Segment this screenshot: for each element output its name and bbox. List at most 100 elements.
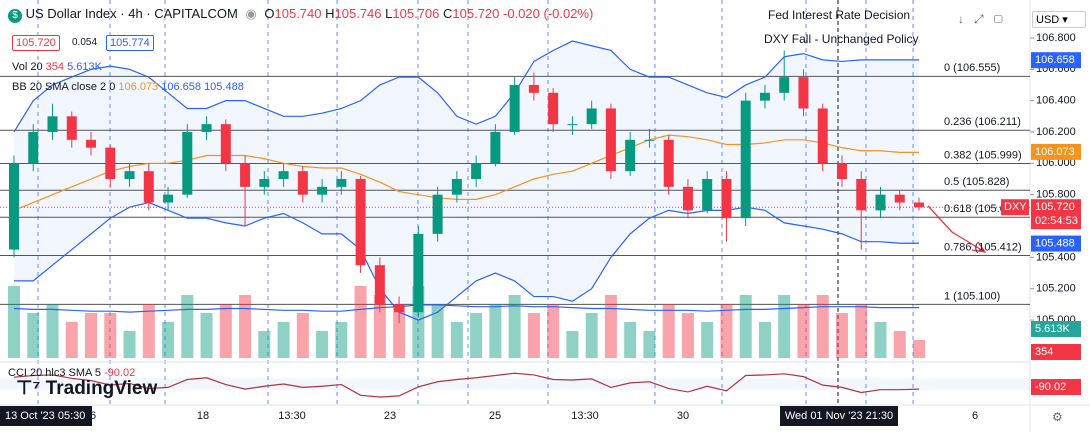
volume-badge [1031, 344, 1081, 360]
annotation: DXY Fall - Unchanged Policy [764, 32, 919, 46]
volume-bar [547, 304, 560, 358]
candle-body [856, 179, 867, 211]
volume-bar [450, 322, 463, 358]
volume-bar [85, 313, 98, 358]
volume-bar [27, 313, 40, 358]
volume-bar [855, 304, 868, 358]
candle-body [451, 179, 462, 195]
volume-bar [277, 322, 290, 358]
price-tick-label: 106.000 [1036, 157, 1076, 169]
spread: 0.054 [72, 37, 98, 48]
bid[interactable]: 105.720 [12, 35, 60, 51]
volume-bar [913, 340, 925, 358]
logo-text: TradingView [45, 378, 158, 399]
candle-body [413, 233, 424, 313]
price-tick-label: 106.200 [1036, 126, 1076, 138]
price-badge [1031, 143, 1081, 160]
candle-body [317, 186, 328, 195]
candle-body [66, 116, 77, 140]
countdown: 02:54:53 [1035, 215, 1078, 227]
price-tick-label: 106.800 [1036, 32, 1076, 44]
time-label: 6 [972, 410, 978, 422]
candle-body [586, 108, 597, 125]
volume-bar [104, 313, 117, 358]
volume-bar [123, 331, 136, 358]
volume-bar [46, 304, 59, 358]
candle-body [567, 124, 578, 126]
bb-low: 105.488 [204, 81, 244, 93]
candle-body [182, 131, 193, 195]
candle-body [817, 108, 828, 164]
candle-body [759, 92, 770, 101]
candle-body [682, 186, 693, 211]
volume-bar [662, 304, 675, 358]
bb-fill [14, 41, 919, 321]
cci-badge-label: -90.02 [1035, 381, 1066, 393]
ask[interactable]: 105.774 [106, 35, 154, 51]
time-label: 18 [197, 410, 209, 422]
volume-bar [604, 295, 617, 358]
candle-body [779, 77, 790, 93]
bb-lower [14, 201, 919, 321]
time-label: 13:30 [571, 410, 599, 422]
bb-title: BB 20 SMA close 2 0 [12, 81, 116, 93]
volume-bar [162, 322, 175, 358]
volume-badge [1031, 321, 1081, 337]
vol-last: 354 [45, 61, 65, 73]
fib-label: 0.236 (106.211) [944, 116, 1021, 128]
volume-bar [701, 322, 714, 358]
vol-legend: Vol 20 354 5.613K [12, 61, 102, 73]
candle-body [124, 171, 135, 179]
candle-body [240, 163, 251, 187]
vol-title: Vol 20 [12, 61, 43, 73]
candle-body [875, 194, 886, 211]
candle-body [201, 124, 212, 132]
fib-label: 0.786 (105.412) [944, 241, 1022, 253]
vol-ma: 5.613K [67, 61, 102, 73]
symbol-title[interactable]: $ US Dollar Index · 4h · CAPITALCOM ◉ O1… [8, 6, 593, 23]
candle-body [432, 194, 443, 234]
volume-bar [527, 313, 540, 358]
currency-label: USD [1036, 14, 1060, 26]
candle-body [798, 77, 809, 109]
cci-value: -90.02 [104, 367, 136, 379]
candle-body [220, 124, 231, 164]
candle-body [490, 131, 501, 164]
candle-body [663, 139, 674, 187]
candle-body [143, 171, 154, 203]
change: -0.020 (-0.02%) [503, 6, 594, 21]
price-tick-label: 105.800 [1036, 189, 1076, 201]
fib-label: 0 (106.555) [944, 62, 1000, 74]
candle-body [9, 163, 19, 250]
bb-up: 106.658 [161, 81, 201, 93]
cci-legend: CCI 20 hlc3 SMA 5 -90.02 [8, 367, 135, 379]
volume-bar [508, 295, 521, 358]
last-badge [1031, 199, 1081, 230]
candle-body [605, 108, 616, 172]
settings[interactable]: ⚙ [1052, 410, 1063, 424]
volume-bar [797, 304, 810, 358]
candle-body [28, 131, 39, 164]
time-label: 23 [384, 410, 396, 422]
volume-bar [354, 286, 367, 358]
candle-body [278, 171, 289, 179]
cci-badge [1031, 379, 1081, 395]
fib-label: 0.5 (105.828) [944, 176, 1009, 188]
volume-bar [316, 331, 329, 358]
volume-badge-label: 354 [1035, 346, 1053, 358]
toolbar-icons[interactable]: ↓ ⤢ ▢ [958, 12, 1003, 26]
volume-bar [335, 322, 348, 358]
logo: ⊤⁷ TradingView [16, 378, 158, 399]
currency[interactable]: USD ▾ [1032, 11, 1086, 28]
volume-bar [739, 295, 752, 358]
candle-body [625, 139, 636, 172]
price-badge-label: 106.658 [1035, 54, 1075, 66]
candle-body [394, 304, 405, 313]
time-label: 13 Oct '23 05:30 [5, 410, 85, 422]
time-label: 30 [677, 410, 689, 422]
fib-label: 0.382 (105.999) [944, 149, 1022, 161]
volume-bar [816, 295, 829, 358]
volume-bar [566, 331, 579, 358]
price-badge-label: 106.073 [1035, 146, 1075, 158]
